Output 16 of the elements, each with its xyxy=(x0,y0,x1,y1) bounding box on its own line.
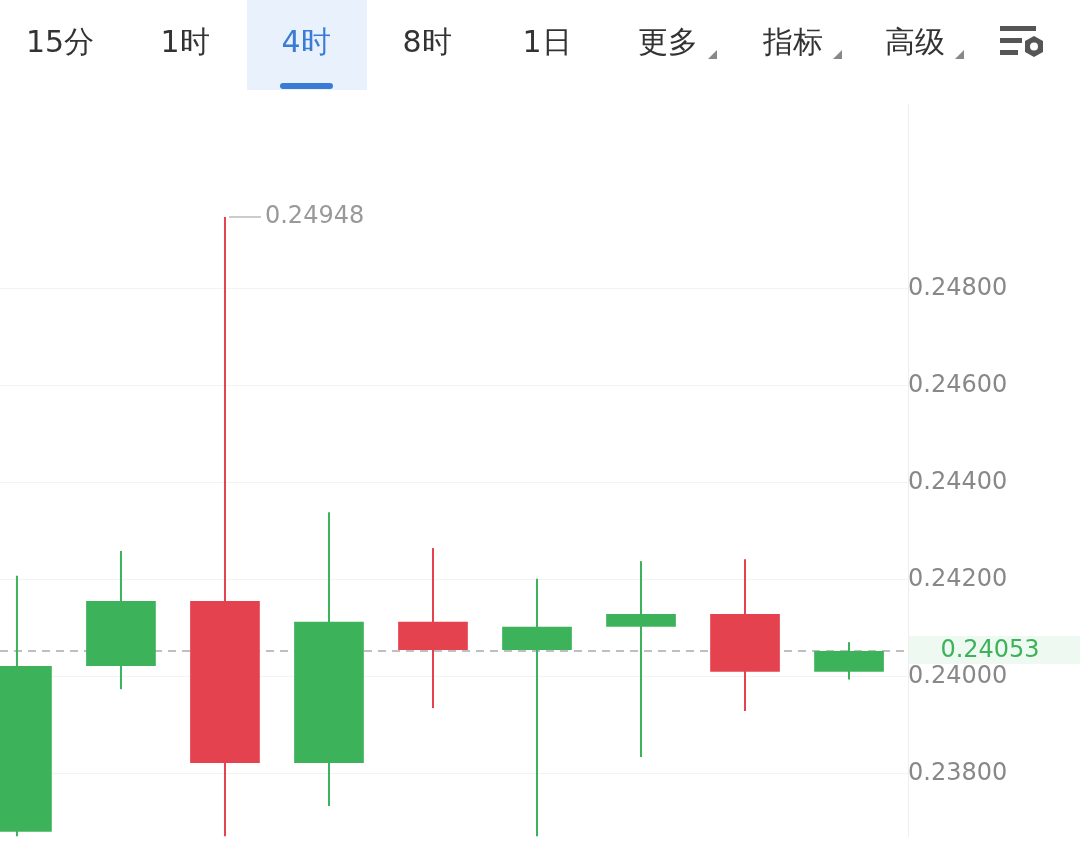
text: 1日 xyxy=(522,23,572,61)
text: 指标 xyxy=(763,23,823,61)
text: 4时 xyxy=(281,23,331,61)
text: 15分 xyxy=(25,23,95,61)
y-tick-label: 0.24800 xyxy=(908,272,1008,301)
y-tick-label: 0.24400 xyxy=(908,466,1008,495)
y-tick-label: 0.24600 xyxy=(908,369,1008,398)
candlestick xyxy=(606,560,676,759)
y-tick-label: 0.24200 xyxy=(908,563,1008,592)
text: 更多 xyxy=(638,23,698,61)
annotation: 0.24948 xyxy=(264,201,365,230)
text: 高级 xyxy=(885,23,945,61)
candlestick xyxy=(502,577,572,837)
text: 1时 xyxy=(160,23,210,61)
y-tick-label: 0.23800 xyxy=(908,757,1008,786)
text: 8时 xyxy=(402,23,452,61)
